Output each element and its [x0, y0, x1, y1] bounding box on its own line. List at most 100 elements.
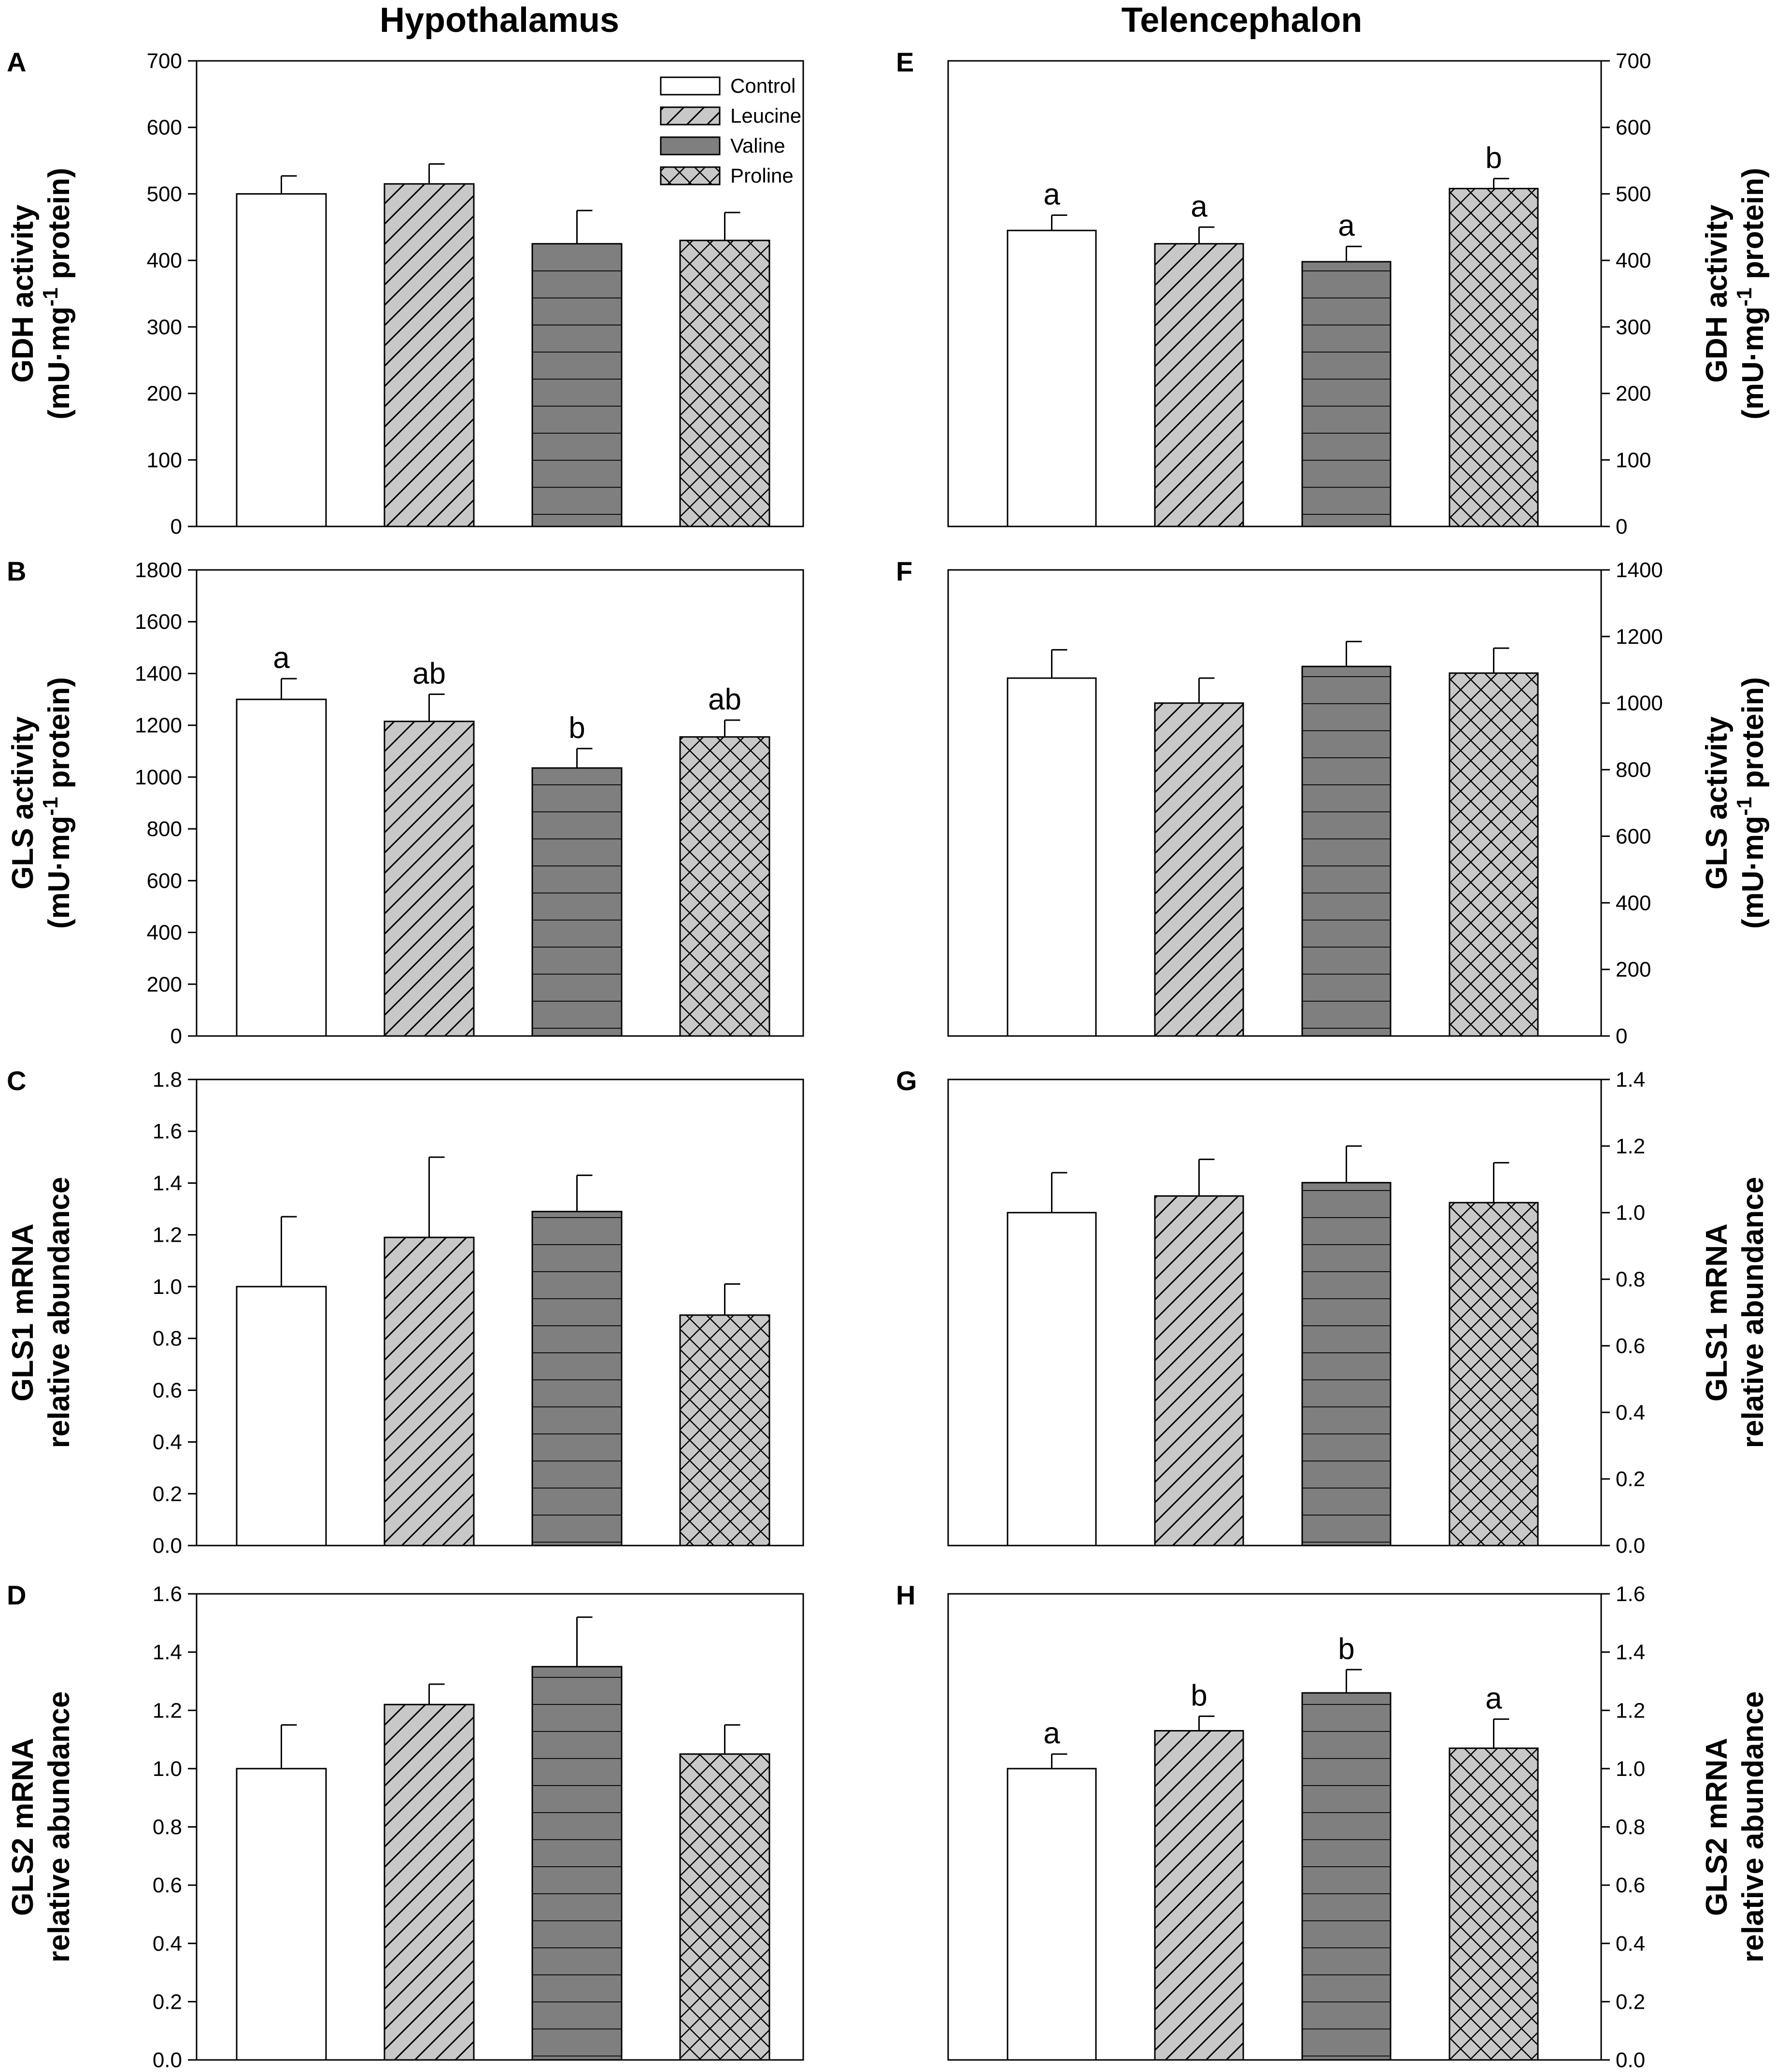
panel-g: G 0.0 0.2 0.4 0.6 0.8 1.0 1.2 1.4 GLS1 mRNA relati… — [896, 1065, 1770, 1558]
bar-proline — [679, 736, 770, 1037]
panel-letter-d: D — [7, 1580, 26, 1610]
y-tick-label: 0.6 — [153, 1873, 182, 1897]
y-tick-label: 1.2 — [153, 1223, 182, 1247]
y-axis-label: GLS1 mRNA — [6, 1223, 40, 1402]
panel-letter-g: G — [896, 1065, 917, 1096]
y-tick-label: 700 — [1616, 49, 1651, 73]
y-axis-unit: protein) — [1736, 168, 1770, 287]
y-axis-unit: (mU·mg — [43, 816, 76, 929]
y-tick-label: 0.8 — [153, 1327, 182, 1350]
bar-control — [1007, 677, 1097, 1037]
significance-label: a — [1043, 1717, 1060, 1750]
significance-label: a — [1191, 190, 1208, 223]
y-tick-label: 500 — [147, 182, 182, 206]
y-axis-unit: (mU·mg — [43, 306, 76, 419]
y-axis-label: GLS1 mRNA — [1700, 1223, 1733, 1402]
y-tick-label: 1600 — [135, 610, 182, 634]
y-tick-label: 0 — [1616, 1024, 1627, 1048]
significance-label: b — [568, 711, 585, 745]
plot-frame — [196, 60, 804, 527]
significance-label: ab — [708, 683, 741, 716]
y-axis-label: relative abundance — [1736, 1691, 1770, 1963]
y-tick-label: 0.8 — [1616, 1268, 1645, 1291]
plot-frame — [947, 1079, 1602, 1547]
y-tick-label: 0 — [170, 1024, 182, 1048]
y-tick-label: 400 — [147, 249, 182, 272]
y-tick-label: 600 — [147, 869, 182, 893]
panel-letter-c: C — [7, 1065, 26, 1096]
y-axis-label: (mU·mg-1 protein) — [1733, 677, 1770, 929]
panel-letter-h: H — [896, 1580, 915, 1610]
y-axis-label: relative abundance — [43, 1691, 76, 1963]
significance-label: ab — [412, 657, 446, 690]
y-axis-label: GLS activity — [1700, 716, 1733, 890]
y-tick-label: 1.4 — [1616, 1068, 1645, 1092]
bar-leucine — [384, 183, 475, 527]
legend-swatch-control — [660, 76, 721, 96]
y-tick-label: 300 — [147, 315, 182, 339]
bar-control — [236, 1286, 327, 1547]
panel-letter-b: B — [7, 556, 26, 586]
y-tick-label: 0.2 — [153, 1482, 182, 1506]
y-tick-label: 600 — [1616, 824, 1651, 848]
bar-proline — [679, 240, 770, 527]
bar-leucine — [1154, 243, 1244, 527]
legend-label-valine: Valine — [730, 134, 785, 157]
y-tick-label: 400 — [1616, 249, 1651, 272]
bar-proline — [679, 1314, 770, 1547]
y-tick-label: 600 — [147, 116, 182, 140]
y-tick-label: 0.0 — [153, 1534, 182, 1558]
significance-label: b — [1485, 142, 1502, 175]
y-tick-label: 0.2 — [1616, 1467, 1645, 1491]
y-tick-label: 0.2 — [1616, 1990, 1645, 2014]
plot-frame — [196, 1079, 804, 1547]
y-axis-label: relative abundance — [43, 1177, 76, 1448]
y-axis-unit-exponent: -1 — [39, 797, 62, 816]
y-axis-label: (mU·mg-1 protein) — [1733, 168, 1770, 419]
y-tick-label: 0.4 — [153, 1431, 182, 1454]
y-axis-unit-exponent: -1 — [39, 287, 62, 306]
y-tick-label: 1.4 — [153, 1171, 182, 1195]
y-tick-label: 700 — [147, 49, 182, 73]
legend: Control Leucine Valine Proline — [660, 74, 801, 187]
y-axis-unit: protein) — [43, 677, 76, 797]
y-tick-label: 1800 — [135, 558, 182, 582]
bar-proline — [1449, 1747, 1539, 2061]
column-title-telencephalon: Telencephalon — [1122, 1, 1363, 40]
y-tick-label: 1000 — [1616, 692, 1663, 715]
y-tick-label: 200 — [1616, 382, 1651, 406]
panel-letter-e: E — [896, 47, 914, 77]
significance-label: a — [1338, 209, 1355, 242]
y-axis-label: GDH activity — [1700, 204, 1733, 383]
bar-valine — [531, 243, 623, 527]
bar-proline — [1449, 1202, 1539, 1547]
y-axis-unit: (mU·mg — [1736, 306, 1770, 419]
panel-d: D 0.0 0.2 0.4 0.6 0.8 1.0 1.2 1.4 1.6 GLS2 mRNA rel… — [6, 1580, 804, 2072]
significance-label: a — [1043, 178, 1060, 211]
bar-control — [1007, 1212, 1097, 1547]
bar-valine — [531, 767, 623, 1037]
y-tick-label: 0.0 — [1616, 2048, 1645, 2072]
y-tick-label: 500 — [1616, 182, 1651, 206]
y-tick-label: 0.0 — [153, 2048, 182, 2072]
y-axis-label: GLS2 mRNA — [6, 1738, 40, 1916]
y-tick-label: 400 — [147, 921, 182, 945]
y-tick-label: 1.6 — [153, 1582, 182, 1606]
column-title-hypothalamus: Hypothalamus — [380, 1, 619, 40]
y-tick-label: 0.4 — [1616, 1932, 1645, 1956]
y-tick-label: 800 — [147, 817, 182, 841]
legend-label-proline: Proline — [730, 164, 794, 187]
legend-swatch-valine — [660, 136, 721, 156]
plot-frame — [196, 569, 804, 1037]
y-axis-unit-exponent: -1 — [1733, 797, 1756, 816]
significance-label: b — [1191, 1679, 1207, 1712]
y-tick-label: 1200 — [1616, 625, 1663, 649]
bar-valine — [1301, 666, 1392, 1037]
y-tick-label: 1.4 — [153, 1641, 182, 1664]
bar-valine — [531, 1210, 623, 1547]
bar-leucine — [1154, 702, 1244, 1037]
significance-label: a — [1485, 1682, 1502, 1715]
y-tick-label: 0.4 — [153, 1932, 182, 1956]
y-tick-label: 0.2 — [153, 1990, 182, 2014]
